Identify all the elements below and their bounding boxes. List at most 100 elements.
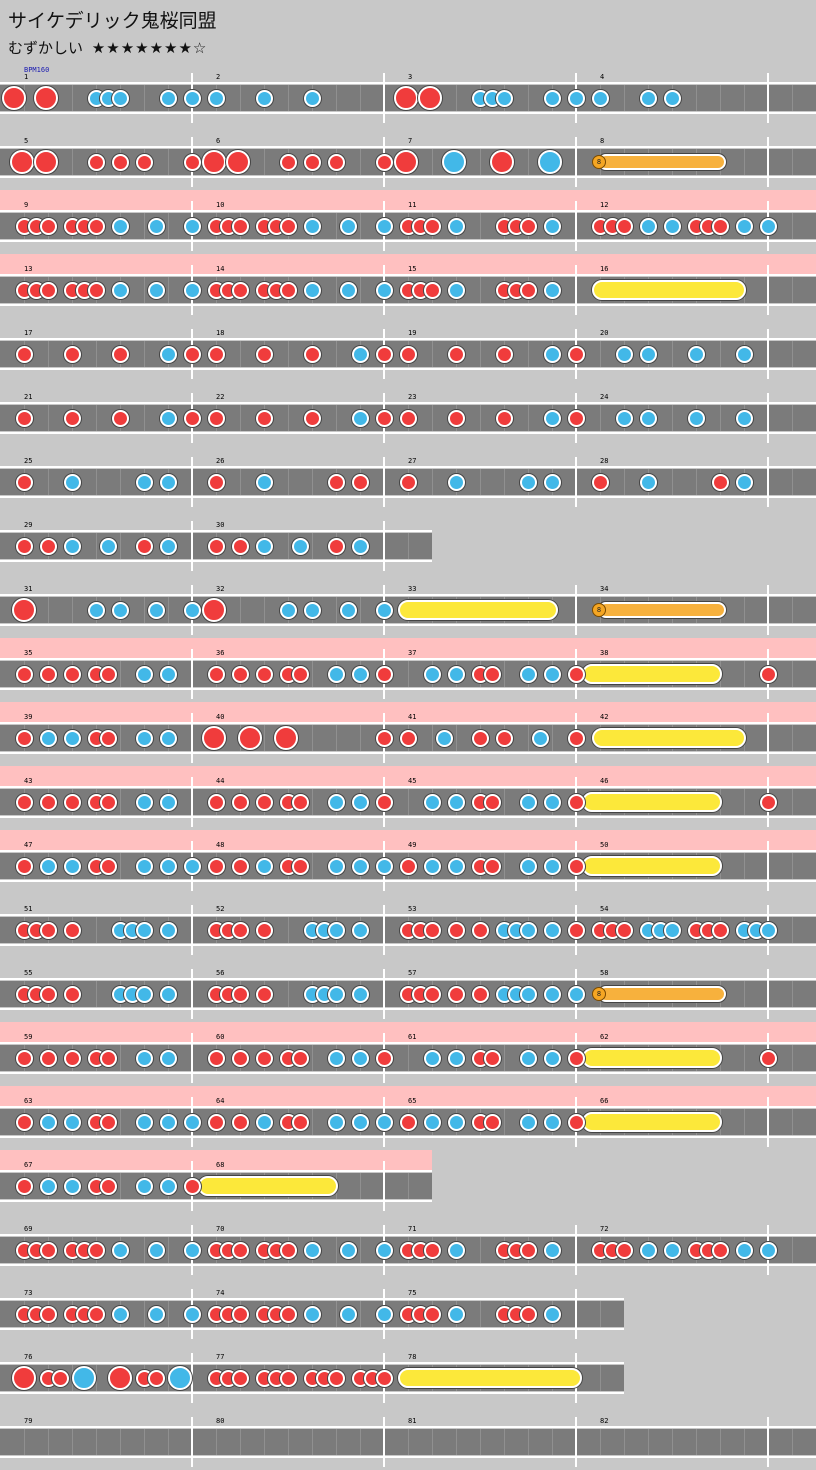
beat-line	[792, 917, 793, 943]
lane-edge-top	[0, 338, 816, 340]
beat-line	[144, 597, 145, 623]
measure-line	[383, 73, 385, 123]
don-note	[15, 537, 33, 555]
lane-edge-bottom	[0, 1264, 816, 1266]
beat-line	[168, 1237, 169, 1263]
beat-line	[288, 533, 289, 559]
beat-line	[456, 725, 457, 751]
don-note	[39, 281, 57, 299]
measure-number: 8	[600, 137, 605, 145]
note-lane	[0, 1417, 816, 1467]
ka-note	[519, 793, 537, 811]
ka-note	[339, 1241, 357, 1259]
ka-note	[327, 985, 345, 1003]
don-note	[15, 409, 33, 427]
measure-line	[191, 649, 193, 699]
ka-note	[135, 793, 153, 811]
beat-line	[312, 661, 313, 687]
don-note	[63, 921, 81, 939]
gogo-band	[0, 702, 816, 722]
ka-note	[147, 601, 165, 619]
ka-note	[543, 281, 561, 299]
measure-number: 2	[216, 73, 221, 81]
beat-line	[672, 1429, 673, 1455]
don-note	[99, 1049, 117, 1067]
don-note	[63, 985, 81, 1003]
ka-note	[255, 857, 273, 875]
measure-number: 56	[216, 969, 225, 977]
measure-line	[191, 1033, 193, 1083]
beat-line	[792, 213, 793, 239]
beat-line	[744, 661, 745, 687]
ka-note	[375, 857, 393, 875]
don-note	[759, 1049, 777, 1067]
beat-line	[336, 1429, 337, 1455]
big-don-note	[2, 86, 26, 110]
don-note	[99, 857, 117, 875]
don-note	[423, 1305, 441, 1323]
ka-note	[111, 1241, 129, 1259]
measure-number: 44	[216, 777, 225, 785]
beat-line	[312, 469, 313, 495]
beat-line	[504, 661, 505, 687]
lane-edge-top	[0, 1170, 432, 1172]
beat-line	[504, 853, 505, 879]
don-note	[87, 153, 105, 171]
beat-line	[264, 149, 265, 175]
ka-note	[147, 1305, 165, 1323]
measure-number: 12	[600, 201, 609, 209]
measure-line	[575, 201, 577, 251]
don-note	[39, 1305, 57, 1323]
ka-note	[159, 537, 177, 555]
don-note	[399, 473, 417, 491]
balloon-head: 8	[592, 155, 606, 169]
ka-note	[615, 409, 633, 427]
don-note	[231, 665, 249, 683]
don-note	[471, 729, 489, 747]
ka-note	[147, 281, 165, 299]
ka-note	[543, 1049, 561, 1067]
ka-note	[147, 1241, 165, 1259]
don-note	[63, 409, 81, 427]
beat-line	[120, 853, 121, 879]
beat-line	[792, 1045, 793, 1071]
gogo-band	[0, 638, 816, 658]
measure-number: 81	[408, 1417, 417, 1425]
lane-edge-bottom	[0, 624, 816, 626]
measure-number: 80	[216, 1417, 225, 1425]
beat-line	[360, 1301, 361, 1327]
don-note	[87, 217, 105, 235]
beat-line	[720, 85, 721, 111]
ka-note	[543, 473, 561, 491]
don-note	[519, 1241, 537, 1259]
lane-edge-bottom	[0, 176, 816, 178]
beat-line	[48, 341, 49, 367]
beat-line	[672, 341, 673, 367]
beat-line	[96, 341, 97, 367]
don-note	[87, 281, 105, 299]
don-note	[135, 153, 153, 171]
beat-line	[648, 1429, 649, 1455]
don-note	[495, 729, 513, 747]
beat-line	[792, 1429, 793, 1455]
ka-note	[255, 473, 273, 491]
beat-line	[696, 469, 697, 495]
big-ka-note	[538, 150, 562, 174]
ka-note	[519, 665, 537, 683]
don-note	[147, 1369, 165, 1387]
beat-line	[744, 85, 745, 111]
don-note	[99, 729, 117, 747]
ka-note	[447, 473, 465, 491]
beat-line	[744, 853, 745, 879]
measure-number: 57	[408, 969, 417, 977]
beat-line	[240, 341, 241, 367]
ka-note	[327, 665, 345, 683]
don-note	[327, 1369, 345, 1387]
ka-note	[327, 857, 345, 875]
measure-number: 52	[216, 905, 225, 913]
beat-line	[432, 1429, 433, 1455]
lane-edge-top	[0, 466, 816, 468]
measure-number: 28	[600, 457, 609, 465]
beat-line	[72, 85, 73, 111]
ka-note	[375, 1113, 393, 1131]
